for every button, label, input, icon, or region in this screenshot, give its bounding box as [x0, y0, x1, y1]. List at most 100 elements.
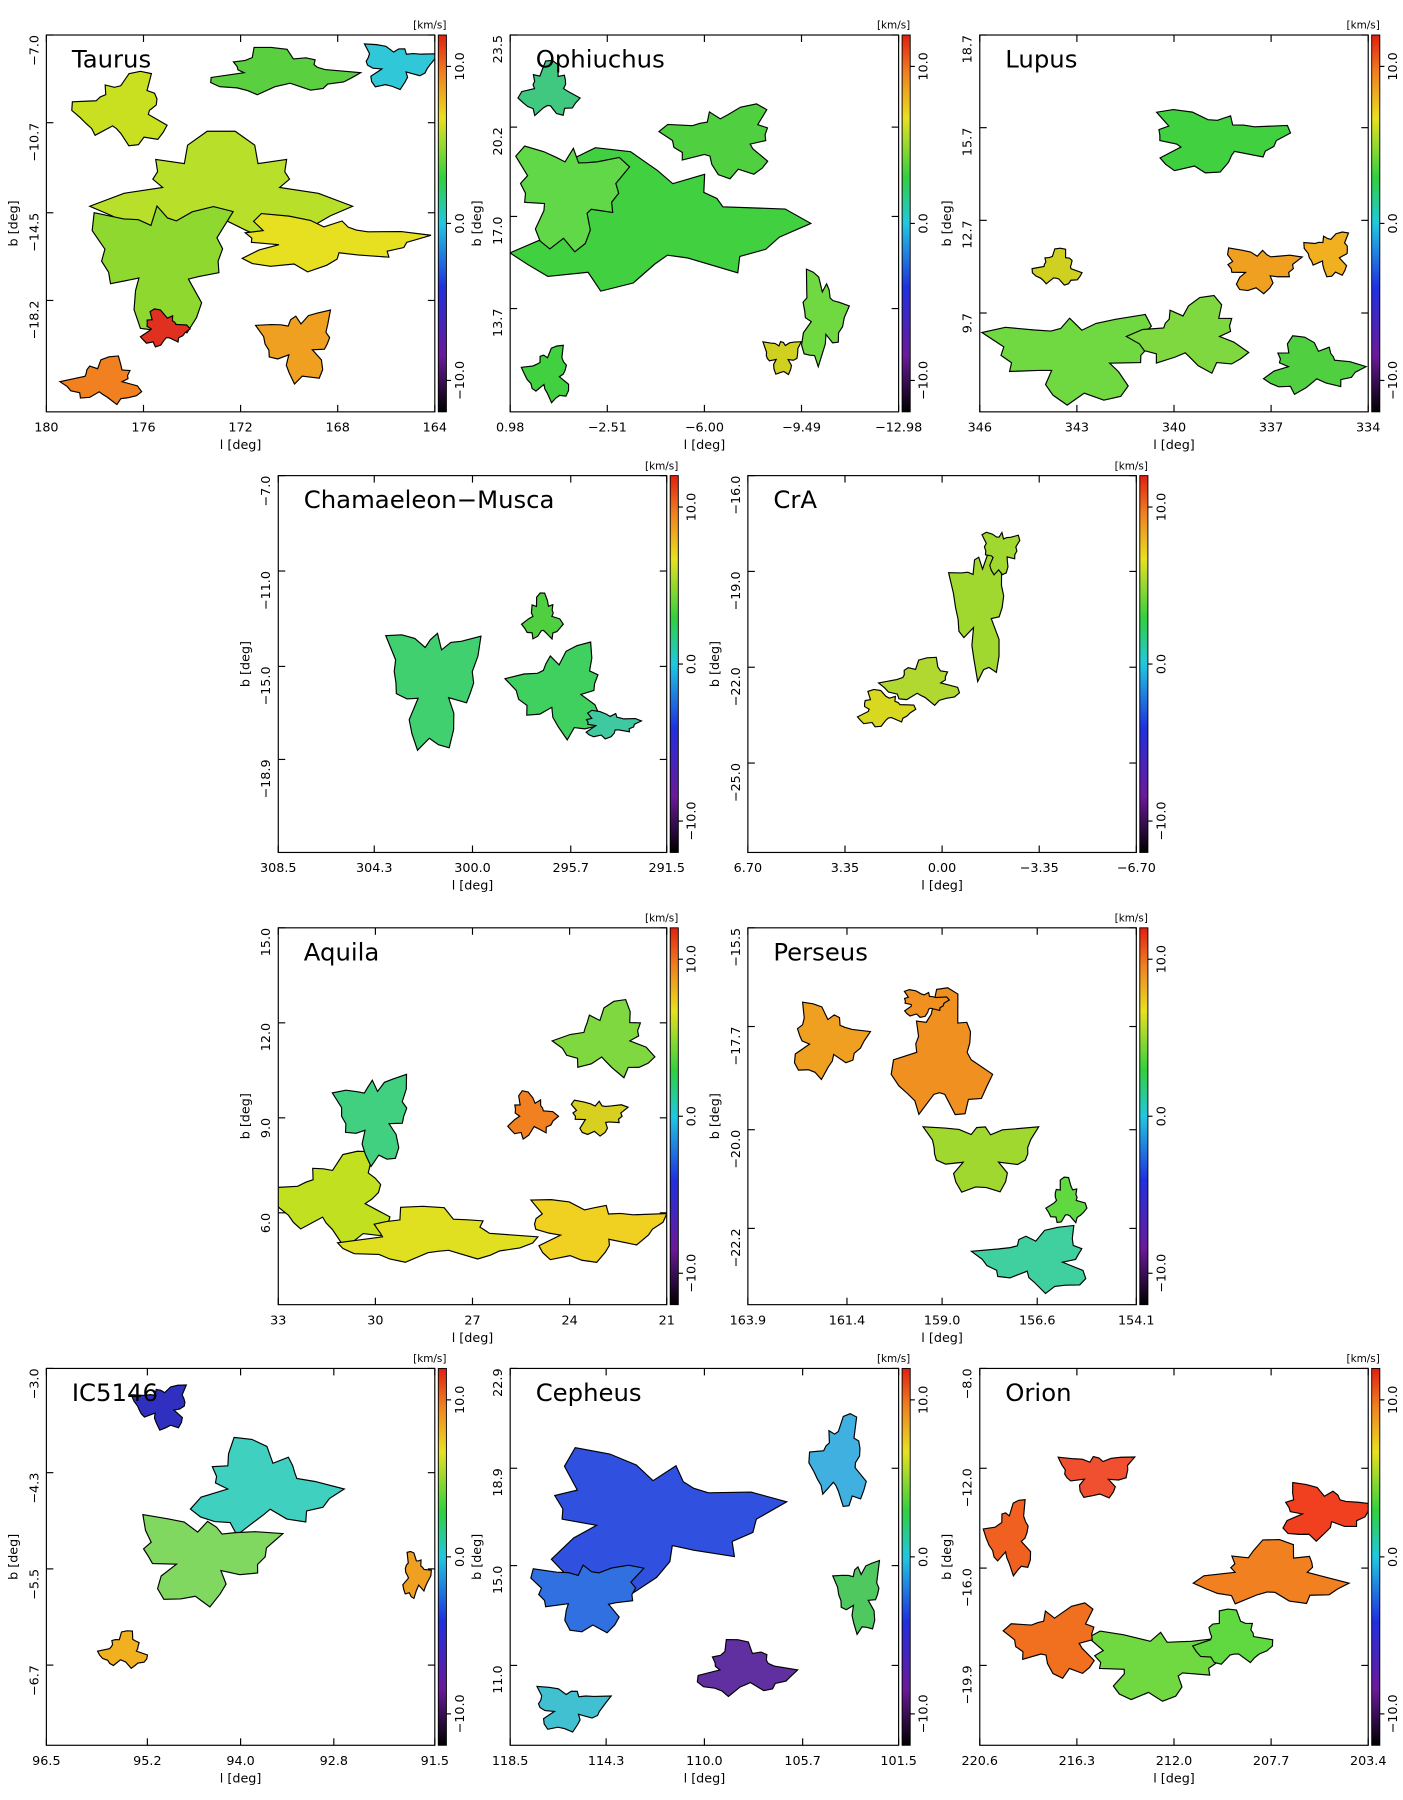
x-tick-label: 207.7 — [1253, 1754, 1290, 1769]
cloud — [1282, 1481, 1369, 1543]
cloud-map — [278, 998, 667, 1263]
cloud — [831, 1559, 881, 1636]
y-tick-label: −17.7 — [729, 1027, 744, 1066]
cloud-map — [793, 987, 1088, 1295]
y-tick-label: 12.0 — [259, 1023, 274, 1051]
colorbar — [1371, 34, 1381, 413]
cloud — [91, 204, 235, 334]
cloud — [1192, 1539, 1351, 1605]
colorbar — [1139, 927, 1149, 1306]
x-tick-label: 27 — [464, 1313, 480, 1328]
colorbar-tick-label: 10.0 — [685, 493, 700, 521]
x-tick-label: 176 — [131, 421, 155, 436]
y-tick-label: −18.2 — [27, 300, 42, 339]
colorbar-tick-label: 10.0 — [1154, 493, 1169, 521]
x-tick-label: 220.6 — [962, 1754, 999, 1769]
colorbar-label: [km/s] — [1115, 460, 1148, 472]
cloud-map — [980, 108, 1368, 406]
cloud — [800, 268, 851, 369]
x-axis-label: l [deg] — [220, 438, 262, 453]
colorbar-tick-label: 10.0 — [453, 52, 468, 80]
cloud-map — [530, 1413, 881, 1733]
cloud — [142, 1513, 285, 1608]
y-tick-label: 18.7 — [961, 35, 976, 63]
cloud — [1057, 1455, 1137, 1499]
colorbar-label: [km/s] — [645, 460, 678, 472]
y-tick-label: 9.0 — [259, 1118, 274, 1138]
cloud — [762, 340, 803, 376]
y-tick-label: 15.0 — [491, 1566, 506, 1594]
y-axis-label: b [deg] — [6, 200, 21, 246]
colorbar — [437, 1367, 447, 1746]
y-tick-label: −7.0 — [27, 35, 42, 66]
cloud — [1191, 1608, 1274, 1665]
colorbar-label: [km/s] — [413, 20, 446, 32]
cloud — [570, 1099, 630, 1137]
x-tick-label: 340 — [1162, 421, 1186, 436]
y-tick-label: 20.2 — [491, 127, 506, 155]
y-tick-label: −22.2 — [729, 1228, 744, 1267]
y-tick-label: −5.5 — [27, 1569, 42, 1600]
x-tick-label: 94.0 — [226, 1754, 254, 1769]
panel: Perseus 163.9 161.4 159.0 156.6 154.1 −15.5 −17… — [708, 913, 1169, 1346]
colorbar — [669, 475, 679, 853]
x-tick-label: 300.0 — [454, 861, 491, 876]
x-tick-label: 212.0 — [1156, 1754, 1193, 1769]
colorbar-tick-label: 0.0 — [685, 654, 700, 674]
y-tick-label: 15.7 — [961, 128, 976, 156]
cloud — [71, 70, 168, 147]
y-tick-label: 18.9 — [491, 1468, 506, 1496]
colorbar-label: [km/s] — [645, 913, 678, 925]
x-axis-label: l [deg] — [452, 879, 494, 894]
colorbar-tick-label: −10.0 — [685, 1254, 700, 1293]
colorbar-tick-label: 10.0 — [917, 1386, 932, 1414]
cloud — [189, 1436, 346, 1536]
cloud — [1045, 1176, 1088, 1224]
cloud — [402, 1550, 432, 1600]
x-tick-label: −6.00 — [685, 421, 724, 436]
colorbar-label: [km/s] — [1347, 20, 1380, 32]
cloud — [1125, 294, 1250, 375]
x-tick-label: −6.70 — [1117, 861, 1156, 876]
panel: Chamaeleon−Musca 308.5 304.3 300.0 295.7 291.… — [238, 460, 699, 893]
y-tick-label: 22.9 — [491, 1368, 506, 1396]
plot-frame — [747, 475, 1137, 854]
y-tick-label: −7.0 — [259, 476, 274, 507]
cloud — [139, 308, 192, 348]
panel-title: Taurus — [71, 45, 151, 74]
panel-title: Ophiuchus — [536, 45, 665, 74]
cloud — [890, 987, 994, 1116]
cloud — [240, 212, 432, 273]
cloud — [969, 1224, 1087, 1295]
cloud — [1262, 335, 1368, 396]
y-tick-label: −4.3 — [27, 1473, 42, 1504]
y-tick-label: −15.0 — [259, 666, 274, 705]
cloud — [530, 1564, 646, 1634]
y-tick-label: −22.0 — [729, 667, 744, 706]
colorbar-tick-label: 10.0 — [1154, 945, 1169, 973]
cloud — [336, 1205, 540, 1263]
colorbar-tick-label: 0.0 — [1386, 213, 1401, 233]
x-axis-label: l [deg] — [1153, 1771, 1195, 1786]
y-axis-label: b [deg] — [470, 1534, 485, 1580]
colorbar-tick-label: −10.0 — [917, 361, 932, 400]
colorbar-label: [km/s] — [1347, 1353, 1380, 1365]
cloud — [585, 709, 643, 740]
y-tick-label: −14.5 — [27, 213, 42, 252]
colorbar-tick-label: 0.0 — [1386, 1547, 1401, 1567]
colorbar — [1371, 1367, 1381, 1746]
y-tick-label: 13.7 — [491, 309, 506, 337]
y-axis-label: b [deg] — [470, 200, 485, 246]
y-tick-label: −15.5 — [729, 928, 744, 967]
x-tick-label: 118.5 — [492, 1754, 529, 1769]
x-tick-label: 92.8 — [320, 1754, 348, 1769]
colorbar-tick-label: 0.0 — [685, 1106, 700, 1126]
y-axis-label: b [deg] — [940, 200, 955, 246]
cloud — [921, 1126, 1040, 1193]
colorbar-tick-label: −10.0 — [453, 1694, 468, 1733]
x-tick-label: 3.35 — [831, 861, 859, 876]
y-tick-label: −11.0 — [259, 571, 274, 610]
cloud — [515, 145, 631, 253]
y-tick-label: −12.0 — [961, 1468, 976, 1507]
